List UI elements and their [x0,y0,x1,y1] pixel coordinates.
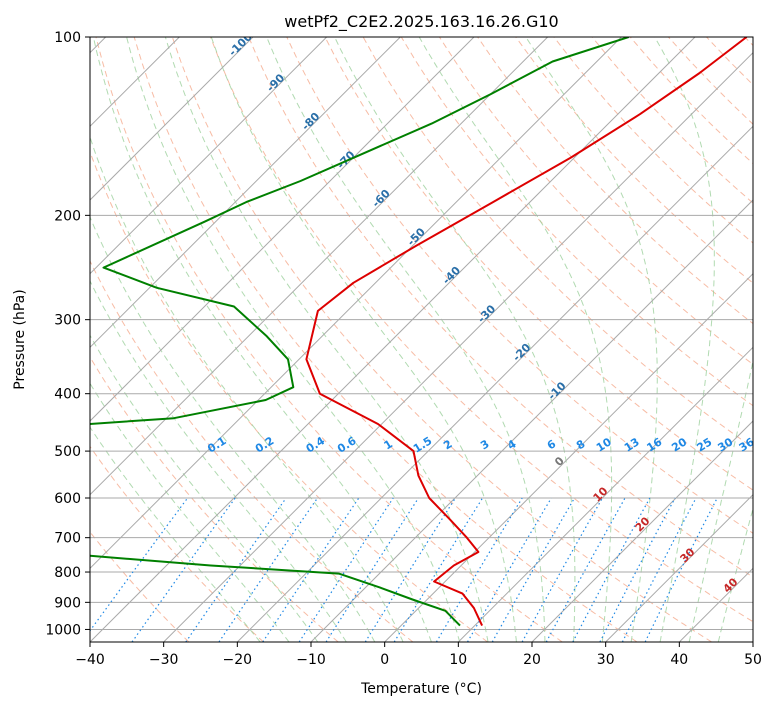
isotherm-gridline [90,37,254,201]
x-tick-label: −20 [223,652,253,668]
y-axis-label: Pressure (hPa) [12,289,28,389]
dry-adiabat-line [515,37,753,284]
isotherm-gridline [457,346,753,642]
mixing-ratio-line [218,497,318,642]
y-axis-ticks: 100 200 300 400 500 600 700 800 900 1000 [45,30,90,638]
x-tick-label: 0 [380,652,389,668]
moist-adiabat-line [126,37,461,642]
y-tick-label: 500 [54,444,81,460]
isotherm-gridline [90,37,696,642]
isotherm-gridline [384,272,753,642]
mixing-ratio-line [364,497,456,642]
temperature-profile [305,37,748,627]
isotherm-gridlines [90,37,753,642]
mixing-ratio-line [644,497,718,642]
mixing-ratio-label: 36 [737,435,757,454]
moist-adiabat-line [90,426,261,642]
moist-adiabat-line [717,506,753,642]
mixing-ratio-line [325,497,420,642]
dry-adiabat-line [171,37,712,642]
mixing-ratio-line [262,497,360,642]
dry-adiabat-line [248,37,753,578]
isotherm-gridline [90,37,475,422]
x-tick-label: 40 [670,652,688,668]
moist-adiabat-line [266,37,546,642]
moist-adiabats [90,37,753,642]
mixing-ratio-lines [90,497,718,642]
y-tick-label: 100 [54,30,81,46]
dry-adiabat-line [210,37,753,623]
mixing-ratio-line [491,497,576,642]
moist-adiabat-line [90,334,319,642]
mixing-ratio-line [185,497,287,642]
moist-adiabat-line [418,37,613,642]
isotherm-gridline [90,37,328,275]
mixing-ratio-line [131,497,236,642]
plot-frame [89,36,754,643]
x-axis-label: Temperature (°C) [360,681,482,697]
y-tick-label: 600 [54,491,81,507]
isotherm-gridline [90,37,549,496]
moist-adiabat-line [334,37,576,642]
dry-adiabat-line [324,37,753,491]
y-tick-label: 900 [54,595,81,611]
x-tick-label: 30 [597,652,615,668]
dry-adiabat-line [90,259,414,642]
x-tick-label: 50 [744,652,762,668]
x-tick-label: −30 [149,652,179,668]
moist-adiabat-line [90,135,404,642]
y-tick-label: 800 [54,565,81,581]
mixing-ratio-line [466,497,552,642]
mixing-ratio-line [298,497,394,642]
mixing-ratio-line [393,497,484,642]
series-layer [90,37,748,627]
x-axis-ticks: −40 −30 −20 −10 0 10 20 30 40 50 [75,642,762,668]
mixing-ratio-line [90,497,189,632]
isotherm-gridline [310,199,753,642]
x-tick-label: −10 [296,652,326,668]
isotherm-gridline [605,493,753,642]
moist-adiabat-line [688,358,753,642]
dry-adiabat-line [95,37,563,642]
y-tick-label: 1000 [45,622,81,638]
isotherm-gridline [90,37,401,349]
y-tick-label: 700 [54,531,81,547]
isotherm-gridline [531,420,753,642]
x-tick-label: −40 [75,652,105,668]
y-tick-label: 300 [54,313,81,329]
dry-adiabat-line [286,37,753,534]
isotherm-gridline [236,125,753,642]
dry-adiabat-line [90,445,264,642]
dewpoint-profile [90,37,630,627]
y-tick-label: 200 [54,208,81,224]
chart-title: wetPf2_C2E2.2025.163.16.26.G10 [284,12,558,32]
moist-adiabat-line [525,37,658,642]
isotherm-gridline [163,51,753,642]
x-tick-label: 20 [523,652,541,668]
plot-area: -100-90-80-70-60-50-40-30-20-10 0.1 0.2 0.… [90,37,757,642]
moist-adiabat-line [654,37,715,642]
moist-adiabat-line [90,382,290,642]
isotherm-gridline [90,37,622,570]
moist-adiabat-line [90,215,376,642]
x-tick-label: 10 [449,652,467,668]
moist-adiabat-line [164,37,489,642]
y-tick-label: 400 [54,387,81,403]
moist-adiabat-line [210,37,517,642]
